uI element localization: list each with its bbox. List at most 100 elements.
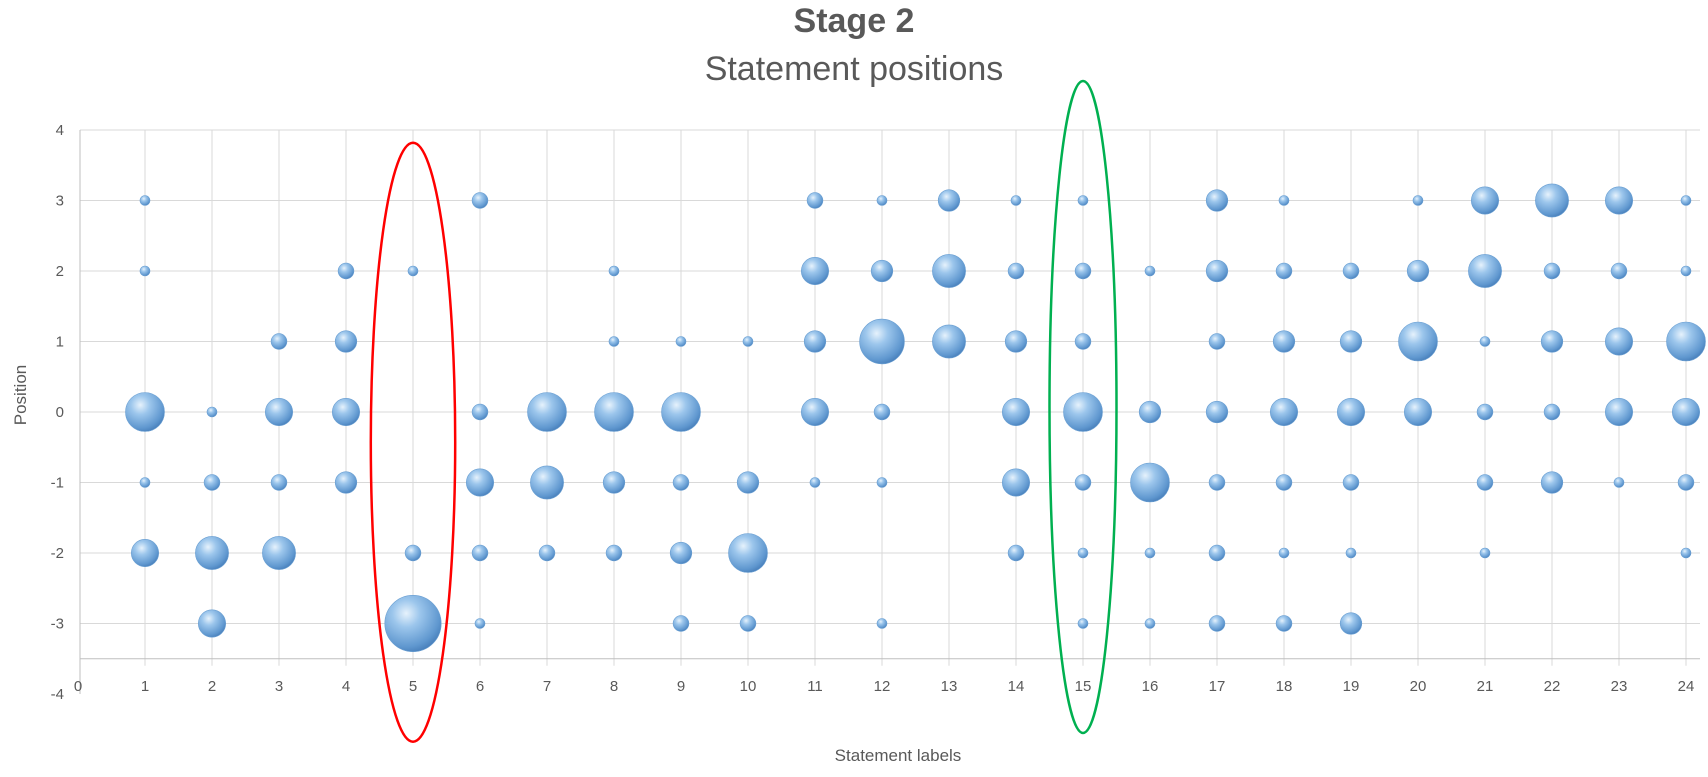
bubble-point <box>1074 474 1092 491</box>
bubble-point <box>1205 400 1229 424</box>
bubble-point <box>1540 471 1564 494</box>
bubble-point <box>1476 474 1494 491</box>
bubble-point <box>675 336 687 347</box>
bubble-point <box>1270 397 1299 426</box>
x-tick-label: 7 <box>543 678 551 695</box>
bubble-point <box>1471 186 1500 215</box>
bubble-point <box>384 594 442 652</box>
bubble-point <box>1063 392 1103 432</box>
bubble-point <box>1208 544 1226 562</box>
bubble-point <box>1074 262 1092 280</box>
x-tick-label: 10 <box>740 678 757 695</box>
bubble-point <box>605 544 623 562</box>
bubble-point <box>932 324 966 359</box>
bubble-point <box>1342 474 1360 491</box>
x-tick-label: 19 <box>1343 678 1360 695</box>
bubble-point <box>465 468 494 497</box>
bubble-point <box>1275 615 1293 632</box>
bubble-point <box>803 330 827 353</box>
y-tick-label: 3 <box>56 193 64 210</box>
x-tick-label: 12 <box>874 678 891 695</box>
x-tick-label: 3 <box>275 678 283 695</box>
bubble-point <box>1208 474 1226 491</box>
bubble-point <box>669 541 693 565</box>
bubble-point <box>125 392 165 432</box>
x-tick-label: 14 <box>1008 678 1025 695</box>
bubble-point <box>1074 333 1092 350</box>
bubble-point <box>1605 327 1634 356</box>
bubble-point <box>1010 195 1022 206</box>
axes <box>79 130 1700 694</box>
x-tick-label: 21 <box>1477 678 1494 695</box>
bubble-point <box>672 474 690 491</box>
bubble-point <box>195 536 229 570</box>
bubble-point <box>139 265 151 277</box>
bubble-point <box>1144 265 1156 277</box>
x-tick-label: 6 <box>476 678 484 695</box>
bubble-point <box>1479 547 1491 559</box>
bubble-point <box>736 471 760 494</box>
bubble-point <box>1540 330 1564 353</box>
bubble-point <box>1205 259 1229 283</box>
bubble-point <box>1672 397 1701 426</box>
bubble-point <box>1339 612 1363 635</box>
bubble-point <box>608 265 620 277</box>
bubble-point <box>728 533 768 573</box>
bubble-point <box>1404 397 1433 426</box>
grid <box>80 129 1700 666</box>
bubble-point <box>1144 618 1156 629</box>
bubble-point <box>876 618 888 629</box>
y-tick-label: -1 <box>51 475 64 492</box>
bubble-point <box>1479 336 1491 347</box>
x-axis-label: Statement labels <box>835 746 962 765</box>
bubble-point <box>800 256 829 285</box>
highlight-ellipse <box>1048 79 1118 735</box>
bubble-point <box>203 474 221 491</box>
bubble-point <box>139 195 151 206</box>
bubble-point <box>1138 400 1162 424</box>
bubble-point <box>270 474 288 491</box>
bubble-point <box>1144 547 1156 559</box>
x-tick-label: 15 <box>1075 678 1092 695</box>
bubble-point <box>527 392 567 432</box>
bubble-point <box>1680 195 1692 206</box>
y-tick-label: 4 <box>56 122 64 139</box>
bubble-point <box>1680 547 1692 559</box>
x-tick-label: 22 <box>1544 678 1561 695</box>
bubble-point <box>1666 321 1706 362</box>
bubble-point <box>530 465 564 500</box>
x-tick-label: 11 <box>807 678 823 695</box>
x-tick-label: 5 <box>409 678 417 695</box>
bubble-point <box>1605 397 1634 426</box>
bubble-point <box>1337 397 1366 426</box>
bubble-point <box>1468 254 1502 288</box>
bubble-point <box>1205 189 1229 212</box>
bubble-point <box>1077 618 1089 629</box>
bubble-point <box>608 336 620 347</box>
bubble-point <box>1001 468 1030 497</box>
bubble-point <box>742 336 754 347</box>
bubble-point <box>1275 474 1293 491</box>
bubble-point <box>672 615 690 632</box>
bubble-point <box>661 392 701 432</box>
x-tick-label: 0 <box>74 678 82 695</box>
bubble-point <box>1001 397 1030 426</box>
bubble-point <box>198 609 227 638</box>
bubble-point <box>1613 477 1625 488</box>
bubble-point <box>538 544 556 562</box>
bubble-point <box>337 262 355 280</box>
bubble-point <box>1680 265 1692 277</box>
bubble-point <box>1077 195 1089 206</box>
bubble-point <box>1476 403 1494 421</box>
bubble-point <box>1130 462 1170 503</box>
bubble-point <box>1345 547 1357 559</box>
bubble-point <box>404 544 422 562</box>
x-tick-label: 13 <box>941 678 958 695</box>
bubble-point <box>876 477 888 488</box>
bubble-point <box>262 536 296 570</box>
bubble-point <box>471 403 489 421</box>
bubble-point <box>1543 262 1561 280</box>
bubble-point <box>594 392 634 432</box>
bubble-point <box>139 477 151 488</box>
